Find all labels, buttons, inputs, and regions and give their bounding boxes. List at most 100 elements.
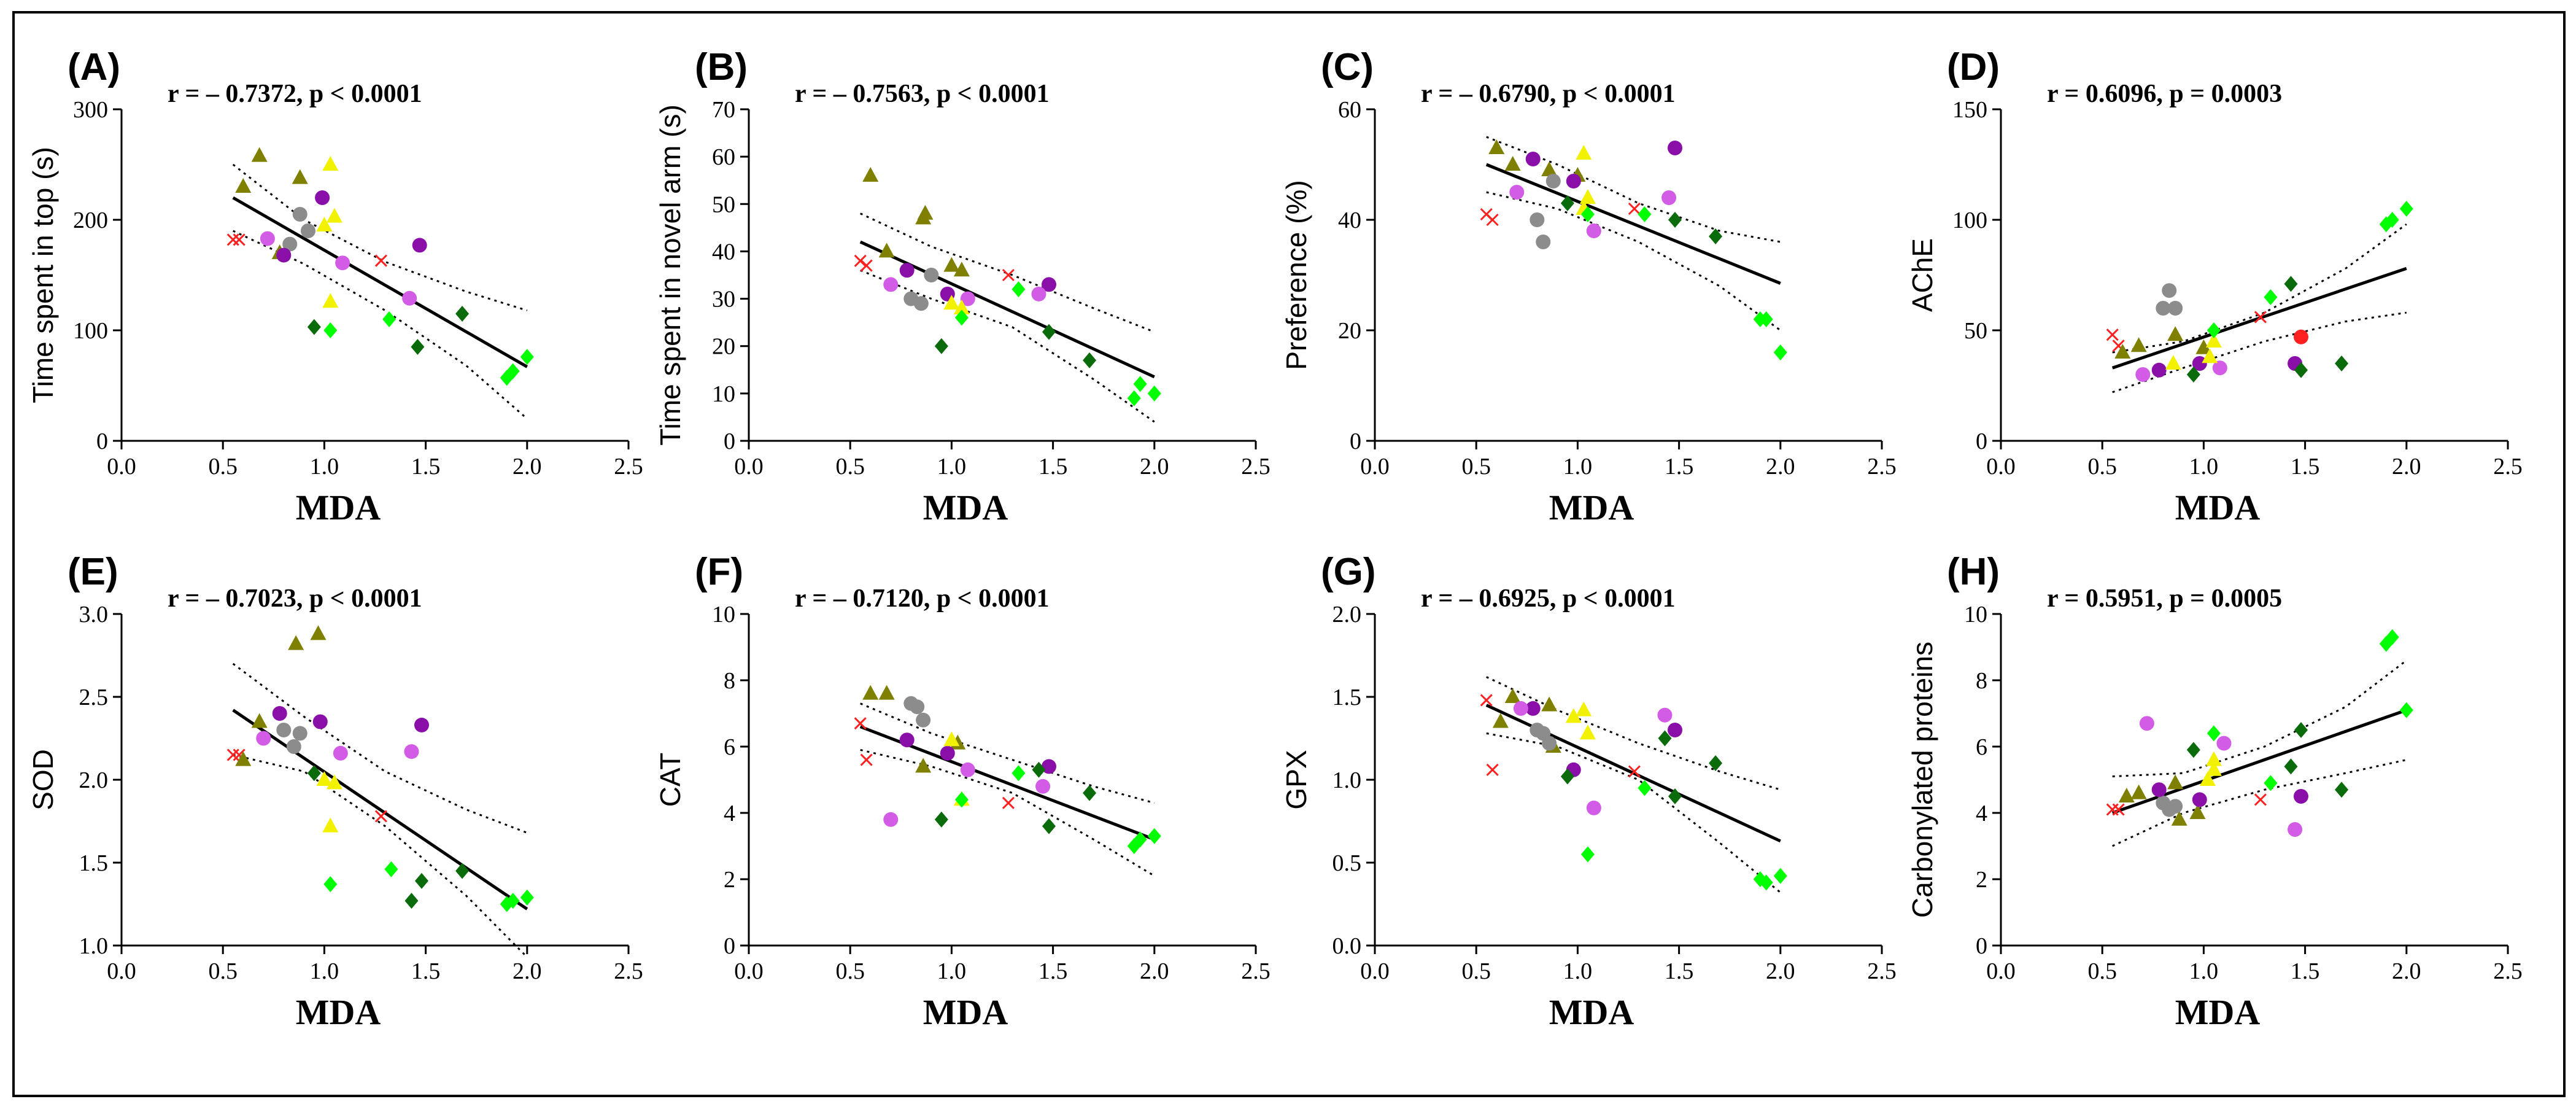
y-axis-label: GPX <box>1280 750 1312 809</box>
data-point <box>2168 799 2183 814</box>
data-point <box>2264 289 2278 305</box>
data-point <box>1035 779 1051 794</box>
panel-a: (A) r = – 0.7372, p < 0.0001 0 100 200 300 0.0… <box>27 46 643 527</box>
data-point <box>2294 362 2308 378</box>
data-point <box>1667 723 1682 737</box>
panel-c: (C) r = – 0.6790, p < 0.0001 0 20 40 60 0.0 0.5… <box>1280 46 1897 527</box>
data-point <box>913 296 929 311</box>
data-point <box>2205 761 2222 776</box>
data-point <box>272 706 287 721</box>
data-point <box>251 147 268 162</box>
x-tick-label: 1.5 <box>1665 958 1694 984</box>
data-point <box>924 268 939 282</box>
x-axis-label: MDA <box>2175 992 2261 1032</box>
data-point <box>860 259 873 272</box>
data-point <box>910 699 925 715</box>
data-point <box>276 247 292 263</box>
y-tick-label: 60 <box>712 144 735 170</box>
y-tick-label: 3.0 <box>79 602 109 627</box>
y-axis-label: Time spent in top (s) <box>27 147 59 403</box>
stat-annotation: r = 0.6096, p = 0.0003 <box>2047 80 2282 108</box>
data-point <box>1541 696 1558 712</box>
data-point <box>315 190 330 205</box>
data-point <box>1580 846 1595 863</box>
data-point <box>1147 828 1161 844</box>
data-point <box>1492 713 1509 728</box>
x-axis-label: MDA <box>1549 487 1634 527</box>
y-tick-label: 40 <box>1338 208 1361 233</box>
data-point <box>2399 201 2413 217</box>
x-tick-label: 2.0 <box>1766 958 1795 984</box>
x-tick-label: 2.5 <box>2493 958 2523 984</box>
data-point <box>1509 185 1525 200</box>
data-point <box>1486 213 1499 227</box>
data-point <box>1709 228 1723 244</box>
x-tick-label: 0.0 <box>1360 454 1390 480</box>
ci-lower-band <box>860 269 1155 423</box>
data-point <box>2162 283 2177 298</box>
y-tick-label: 10 <box>1964 602 1987 627</box>
y-tick-label: 20 <box>712 334 735 360</box>
y-axis-label: SOD <box>27 749 59 810</box>
panel-h: (H) r = 0.5951, p = 0.0005 0 2 4 6 8 10 0.0 0.5 1.… <box>1906 551 2523 1032</box>
panel-label: (A) <box>68 46 120 88</box>
y-tick-label: 0 <box>724 933 735 959</box>
data-point <box>520 889 534 906</box>
x-tick-label: 2.5 <box>1241 454 1271 480</box>
data-point <box>1504 688 1521 703</box>
data-point <box>1657 707 1673 723</box>
data-point <box>404 744 419 759</box>
data-point <box>333 745 348 761</box>
y-tick-label: 100 <box>1952 208 1987 233</box>
y-tick-label: 1.0 <box>1332 767 1362 793</box>
y-tick-label: 10 <box>712 381 735 407</box>
data-point <box>2200 771 2216 786</box>
panel-label: (C) <box>1321 46 1374 88</box>
data-point <box>322 156 339 171</box>
x-tick-label: 2.5 <box>1867 958 1897 984</box>
data-point <box>2112 803 2125 816</box>
panel-label: (F) <box>695 551 743 593</box>
data-point <box>1576 701 1592 717</box>
data-point <box>2189 804 2206 819</box>
data-point <box>2130 784 2147 799</box>
y-tick-label: 4 <box>1976 801 1987 826</box>
x-axis-label: MDA <box>296 992 381 1032</box>
data-point <box>1486 763 1499 776</box>
data-point <box>256 731 271 746</box>
data-point <box>2171 810 2187 826</box>
data-point <box>1133 831 1147 848</box>
data-point <box>953 262 970 277</box>
data-point <box>312 714 328 729</box>
data-point <box>335 255 350 271</box>
data-point <box>878 243 895 258</box>
data-point <box>1545 174 1561 188</box>
data-point <box>235 178 252 193</box>
data-point <box>384 861 398 877</box>
data-point <box>282 236 298 252</box>
y-tick-label: 60 <box>1338 97 1361 123</box>
data-point <box>2284 758 2298 775</box>
x-tick-label: 1.0 <box>1563 958 1593 984</box>
data-point <box>1042 324 1056 340</box>
data-point <box>2118 788 2135 802</box>
y-tick-label: 1.0 <box>79 933 109 959</box>
data-point <box>292 726 307 741</box>
y-tick-label: 6 <box>724 734 735 760</box>
y-tick-label: 0 <box>1350 429 1361 454</box>
panel-b: (B) r = – 0.7563, p < 0.0001 0 10 20 30 40 50 60… <box>654 46 1271 527</box>
y-tick-label: 0.5 <box>1332 850 1362 876</box>
x-tick-label: 1.5 <box>411 454 441 480</box>
data-point <box>854 254 867 267</box>
data-point <box>233 233 246 246</box>
data-point <box>2186 742 2200 758</box>
data-point <box>1002 796 1015 809</box>
data-point <box>2106 328 2119 341</box>
y-tick-label: 200 <box>73 208 108 233</box>
data-point <box>1002 268 1015 282</box>
y-axis-label: Preference (%) <box>1280 180 1312 370</box>
data-point <box>2130 337 2147 352</box>
data-point <box>2205 333 2222 348</box>
data-point <box>2168 301 2183 316</box>
x-tick-label: 1.5 <box>411 958 441 984</box>
